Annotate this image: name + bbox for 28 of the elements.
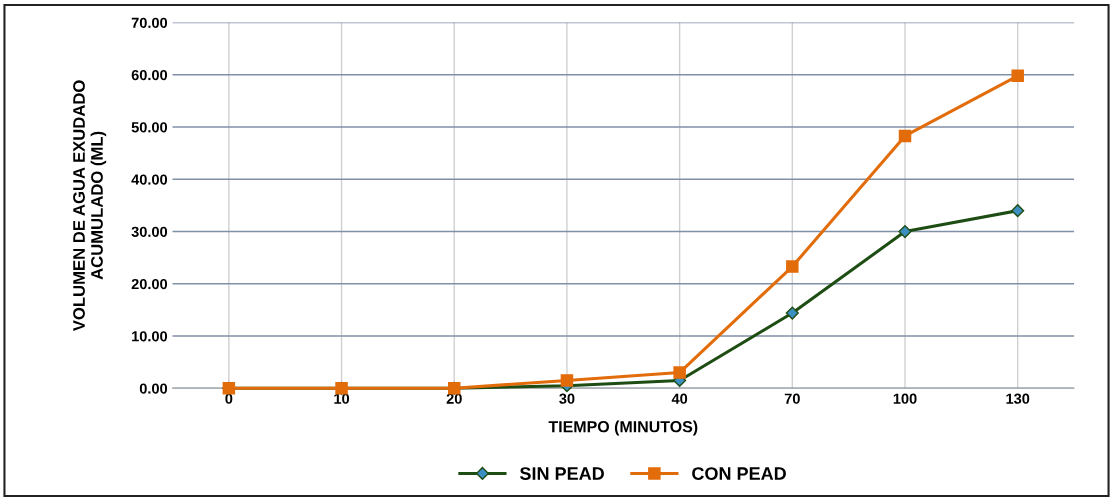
point	[898, 224, 912, 239]
x-tick-label: 130	[1006, 393, 1030, 404]
x-axis-title: TIEMPO (MINUTOS)	[548, 420, 698, 436]
point	[786, 260, 799, 273]
x-tick-label: 10	[334, 393, 350, 404]
y-tick-label: 40.00	[131, 174, 168, 185]
x-tick-label: 40	[671, 393, 688, 404]
point	[1011, 204, 1025, 218]
point	[1011, 69, 1024, 83]
x-tick-label: 100	[893, 393, 917, 404]
y-tick-label: 70.00	[131, 17, 168, 28]
y-tick-label: 50.00	[131, 122, 168, 133]
x-tick-label: 0	[225, 393, 233, 404]
y-tick-label: 60.00	[131, 69, 168, 81]
point	[673, 366, 686, 379]
point	[785, 306, 799, 320]
x-tick-label: 70	[784, 393, 800, 404]
y-tick-label: 0.00	[139, 383, 168, 394]
y-tick-label: 30.00	[131, 226, 168, 237]
legend-label: SIN PEAD	[519, 467, 604, 480]
point	[898, 129, 912, 143]
legend-label: CON PEAD	[692, 467, 786, 480]
x-tick-label: 30	[559, 393, 575, 404]
y-tick-label: 20.00	[131, 278, 168, 290]
y-axis-title: VOLUMEN DE AGUA EXUDADO ACUMULADO (ML)	[73, 80, 107, 332]
y-tick-label: 10.00	[132, 331, 168, 342]
x-tick-label: 20	[446, 393, 462, 404]
point	[560, 374, 574, 387]
